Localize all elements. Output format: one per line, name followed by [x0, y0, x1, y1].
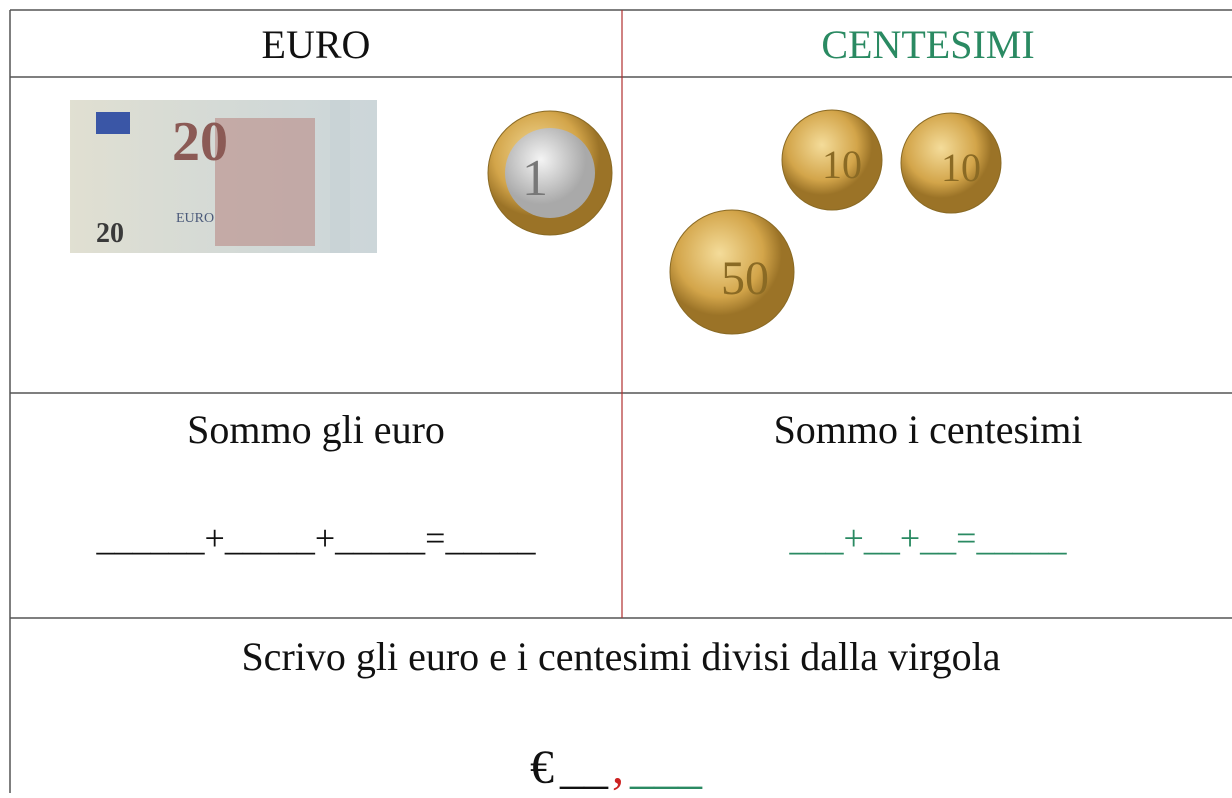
result-instruction: Scrivo gli euro e i centesimi divisi dal…: [241, 634, 1000, 679]
coin-10-cent: 10: [900, 112, 1002, 214]
sum-euro-line: ______+_____+_____=_____: [96, 518, 537, 558]
coin-10-cent: 10: [781, 109, 883, 211]
coin-value: 10: [822, 142, 862, 187]
banknote-text: EURO: [176, 211, 214, 226]
cent-blank: ___: [629, 741, 703, 793]
banknote: 20 20 EURO: [70, 100, 377, 253]
sum-cents-line: ___+__+__=_____: [789, 518, 1068, 558]
sum-euro-title: Sommo gli euro: [187, 407, 445, 452]
header-cents: CENTESIMI: [821, 22, 1034, 67]
sum-cents-title: Sommo i centesimi: [774, 407, 1083, 452]
coin-value: 50: [721, 252, 769, 305]
euro-sign: €: [530, 741, 554, 793]
comma: ,: [612, 741, 624, 793]
euro-blank: __: [559, 741, 609, 793]
coin-value: 10: [941, 145, 981, 190]
header-euro: EURO: [262, 22, 371, 67]
coin-1-euro: 1: [487, 110, 613, 236]
banknote-value-small: 20: [96, 218, 124, 249]
table-grid: [9, 9, 1232, 793]
banknote-value: 20: [172, 111, 228, 173]
coin-50-cent: 50: [669, 209, 795, 335]
coin-value: 1: [522, 150, 548, 207]
